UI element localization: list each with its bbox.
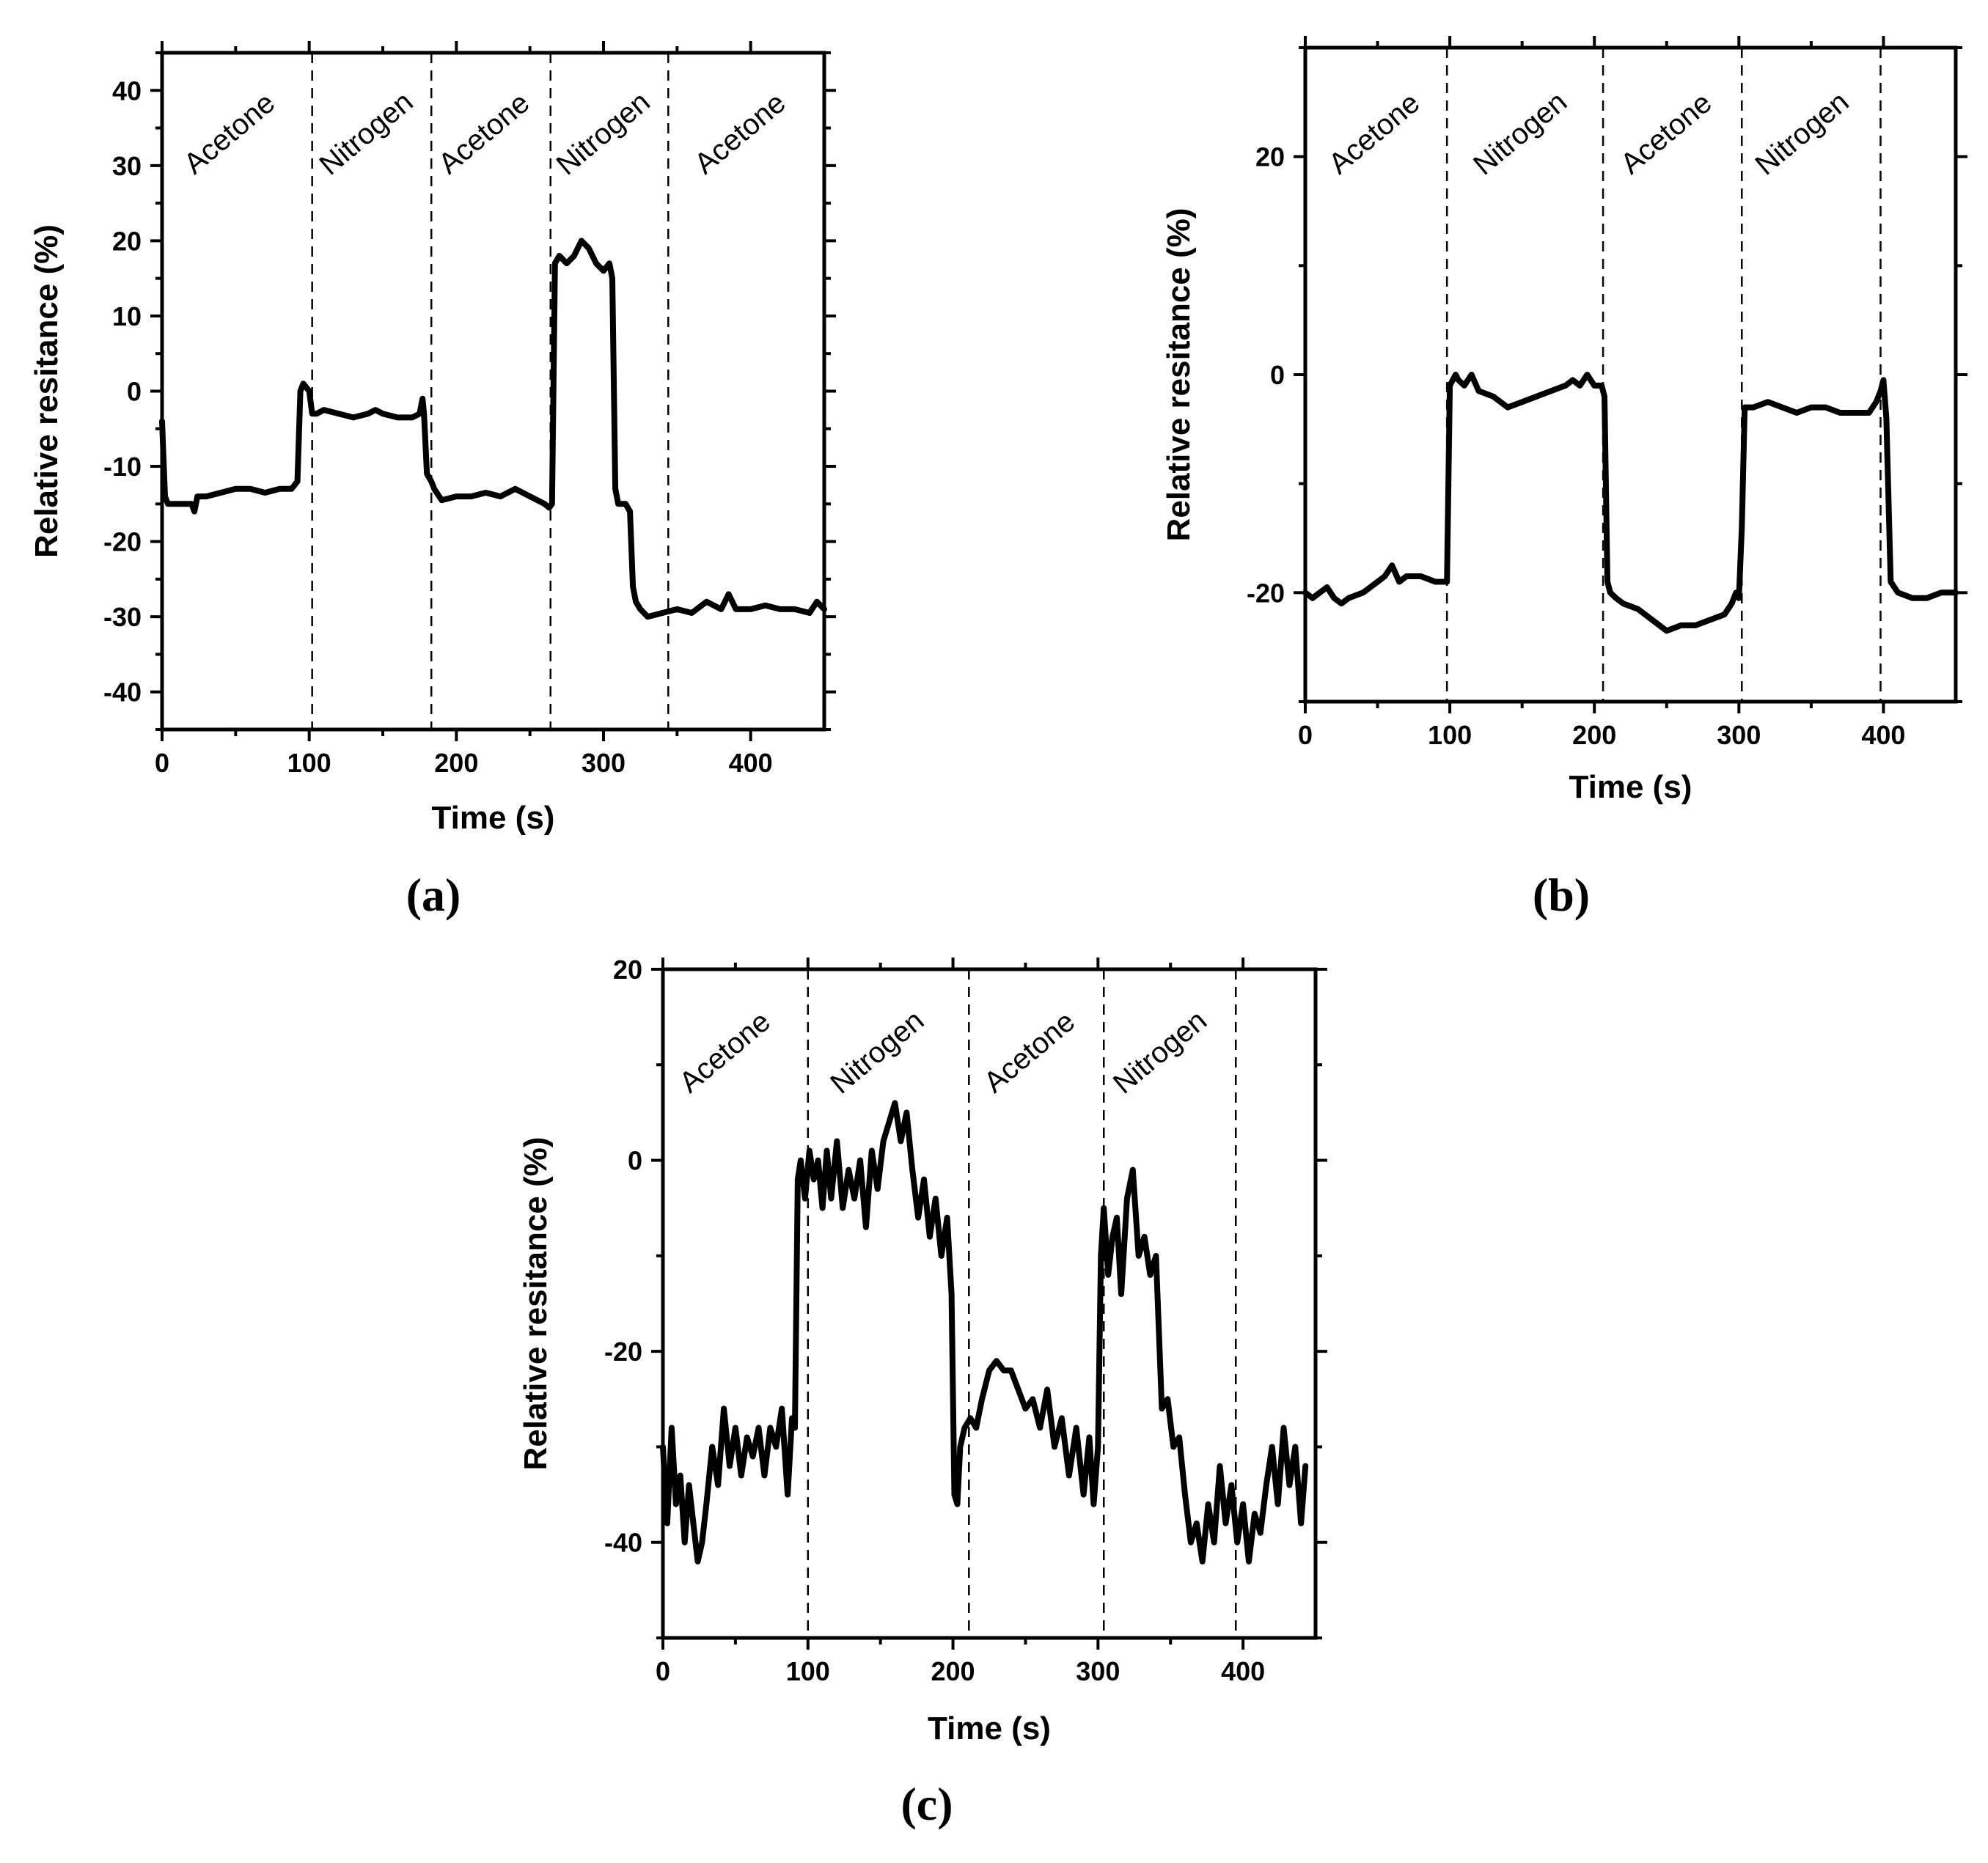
x-tick-label: 300 — [1717, 720, 1761, 750]
y-axis-title: Relative resitance (%) — [29, 224, 65, 558]
plot-frame — [661, 967, 1318, 1640]
x-tick-label: 100 — [786, 1656, 830, 1686]
series-line — [1302, 372, 1959, 634]
y-tick-label: 0 — [628, 1146, 642, 1176]
region-label-nitrogen: Nitrogen — [1107, 1004, 1213, 1100]
x-tick-label: 0 — [656, 1656, 670, 1686]
y-axis-title: Relative resitance (%) — [1161, 208, 1197, 542]
y-tick-label: 10 — [112, 301, 142, 331]
y-tick-label: 20 — [613, 955, 642, 985]
x-tick-label: 100 — [287, 748, 331, 778]
y-tick-label: -40 — [604, 1528, 642, 1558]
region-label-nitrogen: Nitrogen — [314, 86, 419, 182]
x-tick-label: 100 — [1428, 720, 1472, 750]
y-tick-label: 20 — [1255, 142, 1285, 172]
region-label-acetone: Acetone — [673, 1005, 777, 1099]
x-tick-label: 200 — [1572, 720, 1616, 750]
series-line — [660, 1100, 1309, 1565]
region-label-acetone: Acetone — [689, 87, 792, 180]
x-axis-title: Time (s) — [432, 800, 555, 836]
region-label-acetone: Acetone — [433, 87, 536, 180]
y-tick-label: 0 — [1270, 360, 1285, 390]
y-tick-label: -20 — [1247, 578, 1285, 608]
series-line — [159, 238, 827, 620]
y-tick-label: 40 — [112, 76, 142, 106]
y-tick-label: -20 — [604, 1337, 642, 1367]
x-tick-label: 200 — [434, 748, 478, 778]
x-axis-title: Time (s) — [928, 1710, 1051, 1746]
y-tick-label: 0 — [127, 377, 142, 407]
region-label-nitrogen: Nitrogen — [824, 1004, 930, 1100]
region-label-nitrogen: Nitrogen — [1467, 86, 1573, 182]
x-tick-label: 200 — [931, 1656, 975, 1686]
region-label-acetone: Acetone — [1323, 87, 1426, 180]
panel-label: (c) — [901, 1778, 953, 1830]
panel-label: (b) — [1533, 869, 1590, 921]
x-tick-label: 0 — [155, 748, 169, 778]
y-tick-label: -20 — [103, 527, 142, 557]
x-tick-label: 300 — [1076, 1656, 1120, 1686]
region-label-acetone: Acetone — [178, 87, 282, 180]
x-tick-label: 0 — [1298, 720, 1313, 750]
panel-label: (a) — [406, 869, 461, 921]
y-tick-label: -40 — [103, 677, 142, 708]
region-label-nitrogen: Nitrogen — [551, 86, 656, 182]
x-tick-label: 400 — [1221, 1656, 1265, 1686]
region-label-acetone: Acetone — [978, 1005, 1082, 1099]
x-tick-label: 400 — [1861, 720, 1905, 750]
y-tick-label: 20 — [112, 226, 142, 256]
x-tick-label: 300 — [582, 748, 626, 778]
x-axis-title: Time (s) — [1569, 769, 1692, 805]
x-tick-label: 400 — [729, 748, 773, 778]
region-label-acetone: Acetone — [1615, 87, 1718, 180]
y-tick-label: 30 — [112, 151, 142, 181]
y-tick-label: -30 — [103, 602, 142, 632]
y-axis-title: Relative resitance (%) — [518, 1137, 554, 1471]
y-tick-label: -10 — [103, 452, 142, 482]
region-label-nitrogen: Nitrogen — [1750, 86, 1855, 182]
